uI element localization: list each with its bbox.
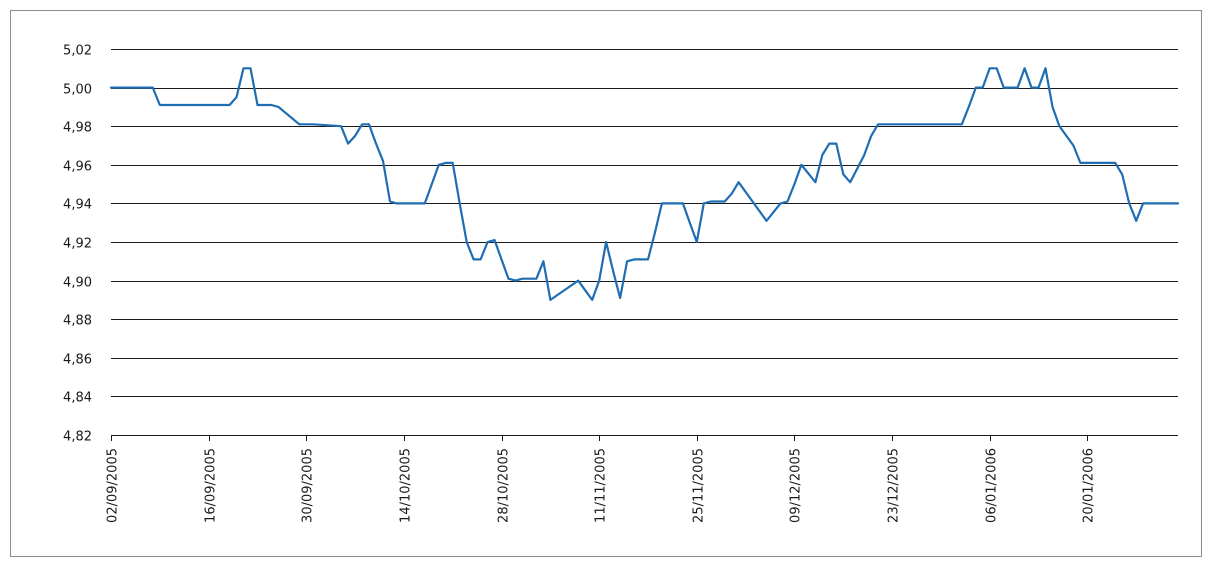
y-tick-label: 5,02 <box>63 44 92 59</box>
y-tick-label: 4,84 <box>63 391 92 406</box>
series-layer <box>109 67 1180 301</box>
x-tick-label: 09/12/2005 <box>789 448 804 523</box>
x-tick-label: 20/01/2006 <box>1082 448 1097 523</box>
y-tick-label: 4,82 <box>63 430 92 445</box>
x-tick-label: 28/10/2005 <box>497 448 512 523</box>
x-axis <box>111 435 1178 441</box>
chart-frame <box>10 10 1202 557</box>
y-axis-tick-labels: 4,82 4,84 4,86 4,88 4,90 4,92 4,94 4,96 4,98 5,00… <box>63 44 92 445</box>
x-tick-label: 11/11/2005 <box>594 448 609 523</box>
y-tick-label: 4,92 <box>63 237 92 252</box>
x-tick-label: 23/12/2005 <box>887 448 902 523</box>
x-tick-label: 16/09/2005 <box>204 448 219 523</box>
y-tick-label: 4,86 <box>63 353 92 368</box>
gridlines <box>111 49 1178 397</box>
x-tick-label: 06/01/2006 <box>985 448 1000 523</box>
series-line <box>109 67 1180 301</box>
y-tick-label: 4,94 <box>63 198 92 213</box>
x-axis-tick-labels: 02/09/2005 16/09/2005 30/09/2005 14/10/2005… <box>106 448 1097 523</box>
x-tick-label: 30/09/2005 <box>301 448 316 523</box>
y-tick-label: 5,00 <box>63 83 92 98</box>
x-tick-label: 02/09/2005 <box>106 448 121 523</box>
y-tick-label: 4,98 <box>63 121 92 136</box>
x-tick-label: 25/11/2005 <box>692 448 707 523</box>
y-tick-label: 4,88 <box>63 314 92 329</box>
x-tick-label: 14/10/2005 <box>399 448 414 523</box>
y-tick-label: 4,90 <box>63 276 92 291</box>
y-tick-label: 4,96 <box>63 160 92 175</box>
